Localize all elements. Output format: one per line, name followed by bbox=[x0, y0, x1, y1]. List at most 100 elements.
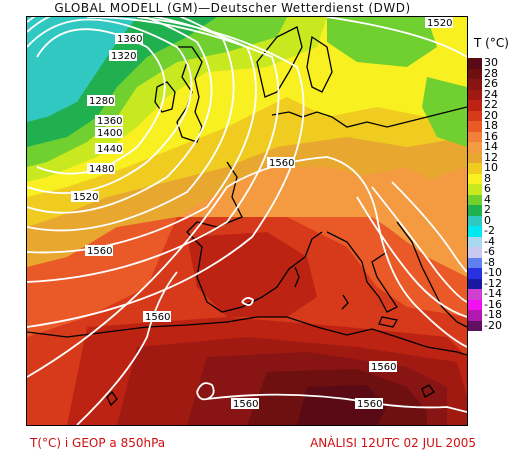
legend-swatch bbox=[468, 215, 482, 226]
contour-label: 1360 bbox=[117, 34, 142, 45]
legend-item: 0 bbox=[468, 213, 518, 227]
legend-item: -16 bbox=[468, 299, 518, 310]
contour-1320 bbox=[27, 18, 193, 195]
legend-item: -14 bbox=[468, 287, 518, 300]
legend-swatch bbox=[468, 131, 482, 142]
legend-item: 8 bbox=[468, 173, 518, 184]
contour-label: 1320 bbox=[111, 51, 136, 62]
legend-label: 20 bbox=[484, 108, 498, 122]
legend-label: 26 bbox=[484, 77, 498, 90]
legend-label: 10 bbox=[484, 161, 498, 174]
legend-item: -20 bbox=[468, 318, 518, 332]
legend-swatch bbox=[468, 247, 482, 258]
legend-swatch bbox=[468, 310, 482, 321]
legend-item: 22 bbox=[468, 98, 518, 111]
color-legend: 30 28 26 24 22 20 18 16 14 12 10 8 6 4 2 0 -2 -4 -6 -8 -10 -1… bbox=[468, 57, 518, 332]
coast-ireland bbox=[154, 81, 176, 113]
coast-norway bbox=[256, 26, 303, 98]
coast-sardinia bbox=[341, 294, 349, 310]
contour-1560-c bbox=[371, 186, 467, 303]
legend-swatch bbox=[468, 121, 482, 132]
contour-1360 bbox=[27, 17, 213, 214]
legend-label: 18 bbox=[484, 119, 498, 132]
legend-label: -12 bbox=[484, 276, 502, 290]
map-title: GLOBAL MODELL (GM)—Deutscher Wetterdiens… bbox=[54, 1, 411, 15]
contour-1560-d bbox=[391, 181, 467, 273]
legend-label: 12 bbox=[484, 150, 498, 164]
legend-swatch bbox=[468, 257, 482, 268]
coast-north-sea-baltic bbox=[271, 106, 467, 128]
legend-swatch bbox=[468, 100, 482, 111]
coast-italy bbox=[326, 231, 398, 313]
contour-label: 1520 bbox=[427, 18, 452, 29]
legend-swatch bbox=[468, 79, 482, 90]
contour-label: 1520 bbox=[73, 192, 98, 203]
legend-label: -14 bbox=[484, 287, 502, 300]
legend-swatch bbox=[468, 110, 482, 121]
legend-item: 2 bbox=[468, 204, 518, 216]
coast-sweden bbox=[306, 35, 333, 93]
legend-swatch bbox=[468, 163, 482, 174]
contour-label: 1560 bbox=[233, 399, 258, 410]
coast-balkans bbox=[396, 221, 467, 328]
contour-1400 bbox=[27, 17, 235, 232]
coast-north-africa bbox=[27, 316, 467, 356]
coast-crete bbox=[421, 384, 435, 398]
legend-swatch bbox=[468, 68, 482, 79]
contour-1440 bbox=[27, 17, 257, 254]
legend-label: 24 bbox=[484, 87, 498, 101]
contour-1560-west bbox=[76, 271, 178, 425]
legend-item: -2 bbox=[468, 224, 518, 237]
legend-swatch bbox=[468, 268, 482, 279]
legend-item: -10 bbox=[468, 266, 518, 279]
legend-label: 22 bbox=[484, 98, 498, 111]
legend-swatch bbox=[468, 226, 482, 237]
legend-item: -18 bbox=[468, 309, 518, 321]
contour-label: 1360 bbox=[97, 116, 122, 127]
map-canvas: 1520 1360 1320 1280 1360 1400 1440 1480 … bbox=[27, 17, 467, 425]
legend-label: 4 bbox=[484, 192, 491, 206]
legend-swatch bbox=[468, 152, 482, 163]
legend-swatch bbox=[468, 320, 482, 331]
coast-sicily bbox=[378, 316, 399, 328]
legend-label: -6 bbox=[484, 245, 495, 258]
contour-label: 1560 bbox=[357, 399, 382, 410]
contour-label: 1560 bbox=[87, 246, 112, 257]
legend-item: 16 bbox=[468, 129, 518, 143]
legend-swatch bbox=[468, 299, 482, 310]
legend-item: 18 bbox=[468, 119, 518, 132]
legend-label: -2 bbox=[484, 224, 495, 237]
legend-item: 4 bbox=[468, 192, 518, 206]
coast-great-britain bbox=[175, 46, 203, 143]
legend-label: -10 bbox=[484, 266, 502, 279]
legend-swatch bbox=[468, 184, 482, 195]
geopotential-contours bbox=[27, 17, 467, 425]
legend-label: 16 bbox=[484, 129, 498, 143]
legend-label: 6 bbox=[484, 182, 491, 195]
legend-swatch bbox=[468, 173, 482, 184]
legend-item: 24 bbox=[468, 87, 518, 101]
legend-swatch bbox=[468, 289, 482, 300]
legend-item: 20 bbox=[468, 108, 518, 122]
legend-item: 30 bbox=[468, 57, 518, 69]
legend-label: -4 bbox=[484, 234, 495, 248]
contour-1520 bbox=[27, 17, 305, 328]
legend-item: 14 bbox=[468, 141, 518, 153]
legend-swatch bbox=[468, 58, 482, 69]
temp-zone-30 bbox=[297, 385, 387, 425]
contour-1480 bbox=[27, 17, 280, 283]
legend-swatch bbox=[468, 205, 482, 216]
legend-label: -20 bbox=[484, 318, 502, 332]
legend-label: 28 bbox=[484, 66, 498, 80]
temperature-map: 1520 1360 1320 1280 1360 1400 1440 1480 … bbox=[26, 16, 468, 426]
contour-label: 1400 bbox=[97, 128, 122, 139]
contour-label: 1280 bbox=[89, 96, 114, 107]
legend-item: 12 bbox=[468, 150, 518, 164]
legend-item: 28 bbox=[468, 66, 518, 80]
coast-balearic bbox=[294, 266, 300, 288]
legend-label: 0 bbox=[484, 213, 491, 227]
contour-1560 bbox=[27, 156, 467, 378]
legend-item: -4 bbox=[468, 234, 518, 248]
legend-swatch bbox=[468, 278, 482, 289]
contour-1560-b bbox=[356, 196, 467, 318]
